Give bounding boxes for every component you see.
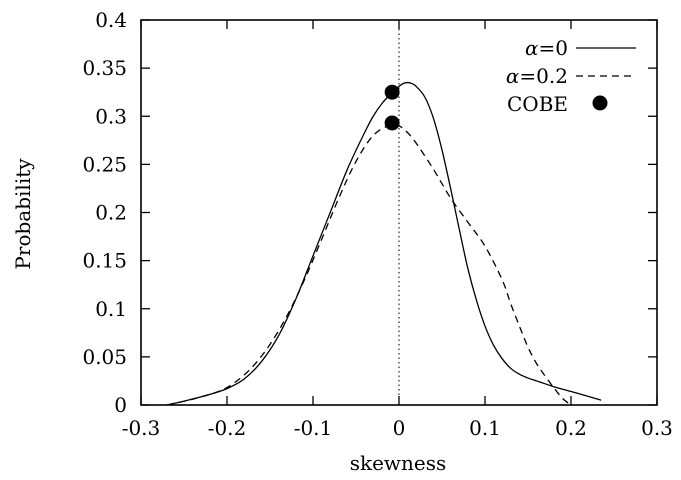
axes: -0.3 -0.2 -0.1 0 0.1 0.2 0.3 0 0.05 0.1 0.15 0.2 0.2… (82, 8, 672, 440)
legend-label-alpha0: α=0 (525, 36, 568, 60)
series-layer (166, 81, 602, 406)
y-tick-label: 0.35 (82, 56, 127, 80)
y-tick-label: 0.4 (95, 8, 127, 32)
x-tick-label: 0.1 (469, 416, 501, 440)
series-line-alpha02 (166, 123, 572, 406)
y-tick-label: 0.25 (82, 152, 127, 176)
y-tick-label: 0.3 (95, 104, 127, 128)
legend: α=0 α=0.2 COBE (506, 36, 636, 116)
x-tick-label: -0.2 (208, 416, 247, 440)
y-tick-label: 0.1 (95, 297, 127, 321)
y-tick-label: 0.05 (82, 345, 127, 369)
legend-label-cobe: COBE (507, 92, 568, 116)
plot-frame (140, 19, 658, 406)
series-line-alpha0 (166, 81, 602, 406)
x-tick-label: 0.3 (641, 416, 673, 440)
x-tick-label: -0.1 (294, 416, 333, 440)
y-axis-title: Probability (11, 158, 35, 270)
x-tick-label: 0 (393, 416, 406, 440)
y-tick-label: 0.15 (82, 249, 127, 273)
x-tick-label: -0.3 (122, 416, 161, 440)
cobe-point (384, 115, 400, 131)
legend-marker-cobe (592, 95, 608, 111)
legend-label-alpha02: α=0.2 (506, 64, 568, 88)
y-tick-label: 0 (114, 393, 127, 417)
x-tick-label: 0.2 (555, 416, 587, 440)
cobe-point (384, 84, 400, 100)
y-tick-label: 0.2 (95, 201, 127, 225)
x-axis-title: skewness (350, 451, 447, 475)
